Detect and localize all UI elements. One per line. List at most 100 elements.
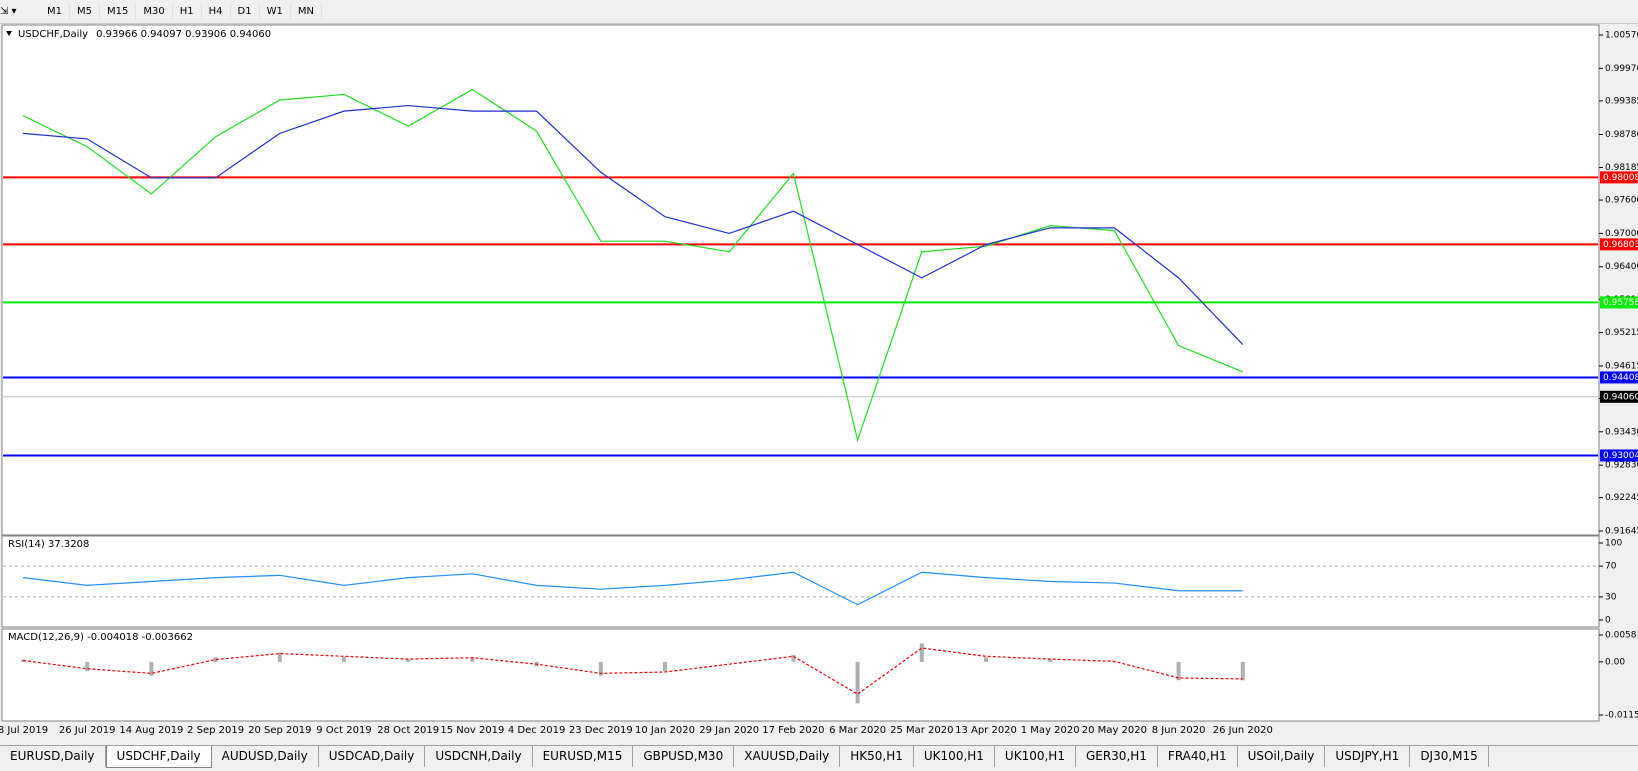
level-label: 0.93004 [1603,451,1638,461]
timeframe-button[interactable]: H1 [173,3,202,20]
x-tick-label: 15 Nov 2019 [440,725,504,736]
symbol: USDCHF,Daily [18,29,88,40]
timeframe-button[interactable]: D1 [231,3,260,20]
macd-bar [213,657,218,662]
toolbar: ⇲ ▾ M1 M5 M15 M30 H1 H4 D1 W1 MN [0,0,1638,24]
current-price-bg [1600,390,1638,403]
chart-tab[interactable]: UK100,H1 [914,746,995,767]
macd-bar [1240,661,1245,681]
macd-signal [22,647,1243,695]
macd-bar [984,657,988,662]
x-tick-label: 6 Mar 2020 [829,725,886,736]
macd-panel [1,628,1600,722]
chart-tab[interactable]: XAUUSD,Daily [734,746,841,767]
y-tick-label: 70 [1605,562,1617,572]
chart-tab[interactable]: HK50,H1 [840,746,914,767]
timeframe-button[interactable]: M30 [136,3,173,20]
chart-tab[interactable]: GBPUSD,M30 [633,746,735,767]
macd-bar [663,661,667,672]
timeframe-button[interactable]: M5 [70,3,100,20]
x-tick-label: 26 Jul 2019 [59,725,116,736]
chart-tab[interactable]: USDCAD,Daily [319,746,426,767]
level-label-bg [1600,371,1638,384]
toolbar-icon: ⇲ ▾ [0,6,17,17]
x-tick-label: 14 Aug 2019 [119,725,183,736]
level-label: 0.94408 [1603,373,1638,383]
y-tick-label: 30 [1605,592,1617,602]
x-tick-label: 4 Dec 2019 [508,725,566,736]
level-label-bg [1600,449,1638,462]
y-tick-label: 0.00 [1605,657,1625,667]
chart-tab[interactable]: AUDUSD,Daily [212,746,319,767]
macd-bar [406,659,411,662]
price-line [22,104,1244,345]
timeframe-button[interactable]: W1 [260,3,291,20]
timeframe-button[interactable]: M1 [40,3,70,20]
y-tick-label: 0 [1605,616,1611,626]
chart-tab[interactable]: USDCNH,Daily [425,746,533,767]
macd-bar [919,643,924,662]
x-tick-label: 20 Sep 2019 [248,725,311,736]
x-tick-label: 23 Dec 2019 [569,725,633,736]
macd-bar [791,654,796,662]
y-tick-label: -0.011514 [1605,711,1638,721]
x-tick-label: 1 May 2020 [1021,725,1080,736]
x-tick-label: 26 Jun 2020 [1213,725,1273,736]
level-label-bg [1600,296,1638,309]
macd-title: MACD(12,26,9) -0.004018 -0.003662 [8,632,193,643]
chart-tab[interactable]: FRA40,H1 [1158,746,1238,767]
macd-bar [470,657,475,662]
macd-bar [727,661,732,663]
y-tick-label: 0.94615 [1605,361,1638,371]
y-tick-label: 0.92245 [1605,493,1638,503]
chart-header: USDCHF,Daily 0.93966 0.94097 0.93906 0.94… [18,29,271,40]
timeframe-button[interactable]: MN [291,3,322,20]
x-tick-label: 20 May 2020 [1082,725,1147,736]
y-tick-label: 0.99385 [1605,96,1638,106]
x-tick-label: 29 Jan 2020 [699,725,759,736]
rsi-line [22,571,1243,606]
price-line [22,88,1244,443]
chart-tab[interactable]: DJ30,M15 [1410,746,1489,767]
x-tick-label: 9 Oct 2019 [316,725,371,736]
x-tick-label: 17 Feb 2020 [762,725,824,736]
level-label: 0.96803 [1603,240,1638,250]
level-label: 0.98008 [1603,173,1638,183]
timeframe-button[interactable]: M15 [100,3,137,20]
y-tick-label: 0.95215 [1605,328,1638,338]
chart-tab[interactable]: EURUSD,M15 [533,746,634,767]
x-tick-label: 8 Jul 2019 [0,725,48,736]
macd-bar [855,661,860,704]
chart-tab[interactable]: EURUSD,Daily [0,746,106,767]
rsi-panel [1,535,1600,628]
macd-bar [1048,659,1053,662]
level-label: 0.95758 [1603,298,1638,308]
chart-tab[interactable]: GER30,H1 [1076,746,1158,767]
x-tick-label: 10 Jan 2020 [635,725,695,736]
macd-bar [149,661,154,676]
macd-bar [277,652,282,662]
tabs: EURUSD,Daily USDCHF,Daily AUDUSD,Daily USDC… [0,745,1638,771]
macd-bar [342,657,346,662]
x-tick-label: 25 Mar 2020 [890,725,953,736]
x-tick-label: 28 Oct 2019 [377,725,439,736]
chart-tab[interactable]: UK100,H1 [995,746,1076,767]
chart-tab[interactable]: USDJPY,H1 [1325,746,1411,767]
current-price-label: 0.94060 [1603,392,1638,402]
ohlc: 0.93966 0.94097 0.93906 0.94060 [96,29,271,40]
level-label-bg [1600,238,1638,251]
y-tick-label: 0.005818 [1605,631,1638,641]
chart-tab[interactable]: USOil,Daily [1238,746,1326,767]
timeframe-button[interactable]: H4 [202,3,231,20]
chart-tab[interactable]: USDCHF,Daily [105,746,212,768]
